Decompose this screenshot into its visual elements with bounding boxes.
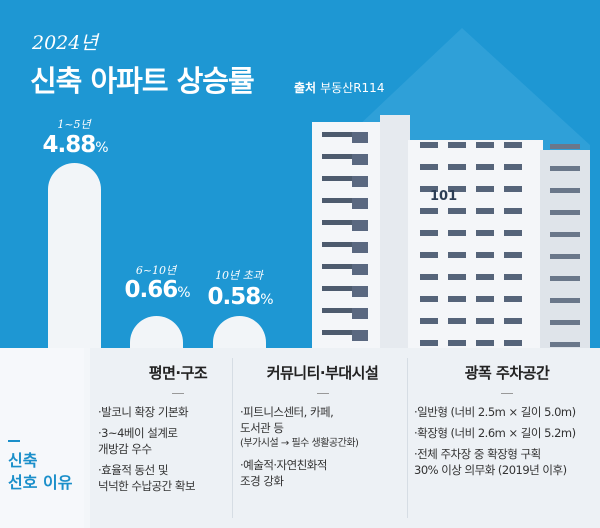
column-title: 평면·구조 bbox=[148, 364, 208, 382]
category-label: 6~10년 bbox=[135, 264, 177, 277]
apartment-building-illustration: 101 bbox=[312, 28, 590, 348]
tower-right bbox=[540, 150, 590, 348]
bar-2 bbox=[213, 316, 266, 348]
reasons-panel: 평면·구조 ·발코니 확장 기본화 ·3~4베이 설계로 개방감 우수 ·효율적 동선… bbox=[90, 348, 600, 528]
list-item: ·예술적·자연친화적 조경 강화 bbox=[240, 458, 327, 488]
source-label: 출처 bbox=[294, 81, 317, 95]
building-number: 101 bbox=[430, 189, 457, 204]
category-label: 1~5년 bbox=[57, 118, 91, 131]
list-item: ·피트니스센터, 카페, 도서관 등 (부가시설 → 필수 생활공간화) bbox=[240, 405, 359, 449]
category-label: 10년 초과 bbox=[215, 269, 263, 282]
column-title: 광폭 주차공간 bbox=[464, 364, 550, 382]
bar-1 bbox=[130, 316, 183, 348]
source-name: 부동산R114 bbox=[320, 81, 385, 95]
bar-0 bbox=[48, 163, 101, 348]
list-item: ·효율적 동선 및 넉넉한 수납공간 확보 bbox=[98, 463, 196, 493]
list-item: ·발코니 확장 기본화 bbox=[98, 405, 189, 419]
source-credit: 출처 부동산R114 bbox=[294, 79, 384, 96]
value-label: 4.88% bbox=[42, 132, 108, 158]
reasons-heading: 신축 선호 이유 bbox=[8, 440, 72, 494]
bar-chart bbox=[48, 163, 266, 348]
reasons-section: 신축 선호 이유 평면·구조 ·발코니 확장 기본화 ·3~4베이 설계로 개방감 … bbox=[0, 348, 600, 528]
value-label: 0.66% bbox=[124, 277, 190, 303]
reason-column-community: 커뮤니티·부대시설 ·피트니스센터, 카페, 도서관 등 (부가시설 → 필수 생활… bbox=[240, 362, 405, 494]
reason-column-parking: 광폭 주차공간 ·일반형 (너비 2.5m × 길이 5.0m) ·확장형 (너비 … bbox=[414, 362, 600, 483]
page-title: 신축 아파트 상승률 bbox=[30, 64, 255, 98]
list-item: ·3~4베이 설계로 개방감 우수 bbox=[98, 426, 178, 456]
list-item: ·전체 주차장 중 확장형 구획 30% 이상 의무화 (2019년 이후) bbox=[414, 447, 567, 477]
header-area: 101 2024년 신축 아파트 상승률 출처 부동산R114 1~5년 4.88… bbox=[30, 28, 590, 348]
value-label: 0.58% bbox=[207, 284, 273, 310]
list-item: ·확장형 (너비 2.6m × 길이 5.2m) bbox=[414, 426, 576, 440]
tower-main bbox=[408, 140, 543, 348]
list-item: ·일반형 (너비 2.5m × 길이 5.0m) bbox=[414, 405, 576, 419]
tower-left-side bbox=[380, 115, 410, 348]
column-title: 커뮤니티·부대시설 bbox=[266, 364, 379, 382]
reasons-side: 신축 선호 이유 bbox=[0, 348, 84, 528]
year-label: 2024년 bbox=[32, 32, 98, 54]
reason-column-floorplan: 평면·구조 ·발코니 확장 기본화 ·3~4베이 설계로 개방감 우수 ·효율적 동선… bbox=[98, 362, 258, 499]
